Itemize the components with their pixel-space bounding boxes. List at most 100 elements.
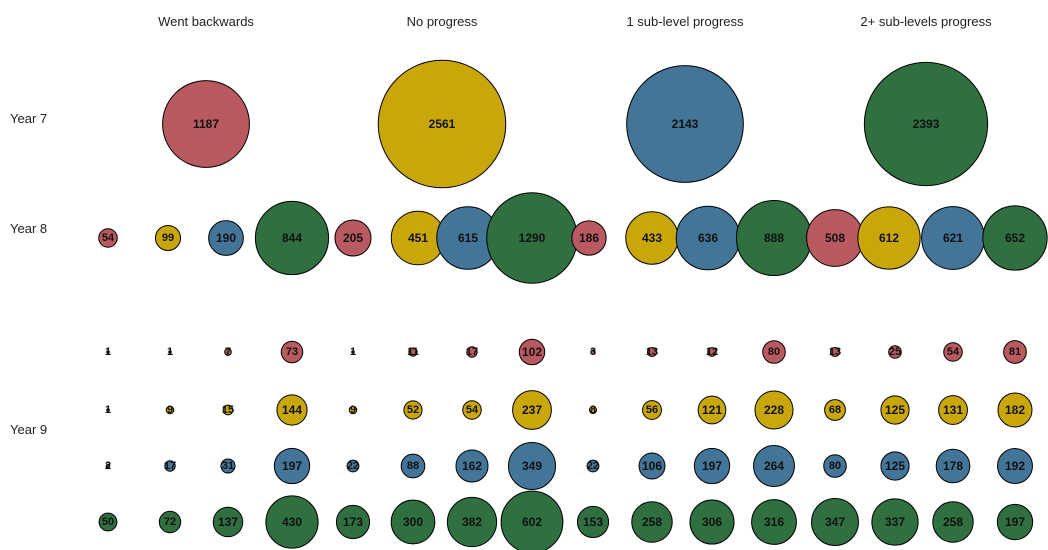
year9-1-sub-level-progress-col9-label: 22 bbox=[587, 460, 599, 472]
year9-1-sub-level-progress-col16-bubble bbox=[997, 448, 1033, 484]
year8-went-backwards-went-backwards-bubble bbox=[98, 228, 118, 248]
year8-no-progress-no-progress-label: 451 bbox=[408, 231, 428, 245]
row-label-year-7: Year 7 bbox=[10, 111, 47, 126]
year7-went-backwards-label: 1187 bbox=[193, 117, 219, 131]
year9-went-backwards-col1-label: 1 bbox=[105, 346, 111, 358]
year9-went-backwards-col15-label: 54 bbox=[947, 346, 960, 358]
year9-no-progress-col11-bubble bbox=[697, 395, 727, 425]
year9-went-backwards-col6-label: 11 bbox=[407, 346, 419, 358]
year9-went-backwards-col13-bubble bbox=[829, 346, 841, 358]
year8-went-backwards-2plus-sub-levels-progress-bubble bbox=[254, 200, 330, 276]
year9-no-progress-col7-bubble bbox=[462, 400, 482, 420]
year9-no-progress-col12-bubble bbox=[754, 390, 794, 430]
year9-2plus-sub-levels-progress-col6-label: 300 bbox=[403, 515, 423, 529]
year9-1-sub-level-progress-col6-label: 88 bbox=[407, 460, 419, 472]
year9-went-backwards-col8-bubble bbox=[518, 338, 546, 366]
column-title-no-progress: No progress bbox=[407, 14, 478, 29]
year9-1-sub-level-progress-col2-bubble bbox=[164, 460, 176, 472]
year9-no-progress-col5-label: 9 bbox=[350, 404, 356, 416]
year9-no-progress-col1-label: 1 bbox=[105, 404, 111, 416]
row-label-year-8: Year 8 bbox=[10, 221, 47, 236]
year9-no-progress-col3-bubble bbox=[222, 404, 234, 416]
year9-1-sub-level-progress-col2-label: 17 bbox=[164, 460, 176, 472]
year9-2plus-sub-levels-progress-col2-label: 72 bbox=[164, 516, 176, 528]
year9-1-sub-level-progress-col3-label: 31 bbox=[222, 460, 234, 472]
year9-no-progress-col15-label: 131 bbox=[943, 403, 963, 417]
year8-no-progress-went-backwards-label: 205 bbox=[343, 231, 363, 245]
year9-went-backwards-col11-label: 12 bbox=[706, 346, 718, 358]
year8-1-sub-level-progress-1-sub-level-progress-label: 636 bbox=[698, 231, 718, 245]
year9-1-sub-level-progress-col12-bubble bbox=[753, 445, 795, 487]
year9-went-backwards-col8-label: 102 bbox=[522, 345, 542, 359]
year9-went-backwards-col10-label: 13 bbox=[646, 346, 658, 358]
year8-went-backwards-no-progress-bubble bbox=[154, 224, 182, 252]
year9-no-progress-col13-bubble bbox=[824, 399, 846, 421]
year8-2plus-sub-levels-progress-2plus-sub-levels-progress-bubble bbox=[982, 205, 1048, 271]
year9-1-sub-level-progress-col10-bubble bbox=[638, 452, 666, 480]
year9-no-progress-col2-label: 9 bbox=[167, 404, 173, 416]
year9-went-backwards-col3-label: 7 bbox=[225, 346, 231, 358]
year9-no-progress-col4-label: 144 bbox=[282, 403, 302, 417]
year9-2plus-sub-levels-progress-col9-label: 153 bbox=[583, 515, 603, 529]
year9-went-backwards-col4-label: 73 bbox=[286, 346, 298, 358]
year8-went-backwards-1-sub-level-progress-bubble bbox=[208, 220, 244, 256]
year8-no-progress-went-backwards-bubble bbox=[334, 219, 372, 257]
year9-1-sub-level-progress-col14-label: 125 bbox=[885, 459, 905, 473]
year9-no-progress-col16-label: 182 bbox=[1005, 403, 1025, 417]
year9-2plus-sub-levels-progress-col1-label: 50 bbox=[102, 516, 114, 528]
year9-went-backwards-col15-bubble bbox=[943, 342, 963, 362]
column-titles: Went backwards No progress 1 sub-level p… bbox=[158, 14, 992, 29]
year9-2plus-sub-levels-progress-col14-bubble bbox=[871, 498, 919, 546]
year9-2plus-sub-levels-progress-col3-bubble bbox=[212, 506, 244, 538]
year9-1-sub-level-progress-col10-label: 106 bbox=[642, 459, 662, 473]
year9-no-progress-col9-bubble bbox=[588, 405, 598, 415]
year8-went-backwards-1-sub-level-progress-label: 190 bbox=[216, 231, 236, 245]
year8-went-backwards-2plus-sub-levels-progress-label: 844 bbox=[282, 231, 302, 245]
year9-1-sub-level-progress-col7-bubble bbox=[455, 449, 489, 483]
year9-no-progress-col9-label: 8 bbox=[590, 404, 596, 416]
year9-1-sub-level-progress-col4-bubble bbox=[273, 447, 311, 485]
year9-went-backwards-col16-label: 81 bbox=[1009, 346, 1021, 358]
year7-no-progress-label: 2561 bbox=[429, 117, 456, 131]
year8-no-progress-2plus-sub-levels-progress-label: 1290 bbox=[519, 231, 546, 245]
year9-no-progress-col8-label: 237 bbox=[522, 403, 542, 417]
year9-went-backwards-col14-bubble bbox=[888, 345, 902, 359]
year9-1-sub-level-progress-col9-bubble bbox=[586, 459, 600, 473]
year7-2plus-sub-levels-progress-label: 2393 bbox=[913, 117, 940, 131]
year9-2plus-sub-levels-progress-col10-bubble bbox=[631, 501, 673, 543]
year9-no-progress-col10-label: 56 bbox=[646, 404, 658, 416]
row-labels: Year 7 Year 8 Year 9 bbox=[10, 111, 47, 437]
year9-1-sub-level-progress-col5-label: 22 bbox=[347, 460, 359, 472]
year7-no-progress-bubble bbox=[377, 59, 507, 189]
column-title-2-sub-levels-progress: 2+ sub-levels progress bbox=[860, 14, 992, 29]
year9-went-backwards-col7-label: 17 bbox=[466, 346, 478, 358]
year9-went-backwards-col2-bubble bbox=[168, 350, 172, 354]
year7-went-backwards-bubble bbox=[162, 80, 250, 168]
year9-2plus-sub-levels-progress-col5-label: 173 bbox=[343, 515, 363, 529]
year9-no-progress-col11-label: 121 bbox=[702, 403, 722, 417]
year9-2plus-sub-levels-progress-col8-bubble bbox=[500, 490, 564, 550]
year7-1-sub-level-progress-bubble bbox=[626, 65, 744, 183]
year9-1-sub-level-progress-col15-bubble bbox=[935, 448, 971, 484]
year9-no-progress-col3-label: 15 bbox=[222, 404, 234, 416]
year9-no-progress-col1-bubble bbox=[106, 408, 110, 412]
year9-2plus-sub-levels-progress-col12-bubble bbox=[751, 499, 797, 545]
column-title-1-sub-level-progress: 1 sub-level progress bbox=[626, 14, 744, 29]
year9-went-backwards-col16-bubble bbox=[1003, 340, 1027, 364]
year9-no-progress-col10-bubble bbox=[642, 400, 662, 420]
year7-2plus-sub-levels-progress-bubble bbox=[863, 61, 989, 187]
row-label-year-9: Year 9 bbox=[10, 422, 47, 437]
year9-2plus-sub-levels-progress-col14-label: 337 bbox=[885, 515, 905, 529]
year9-no-progress-col4-bubble bbox=[276, 394, 308, 426]
year8-1-sub-level-progress-went-backwards-bubble bbox=[571, 220, 607, 256]
year9-1-sub-level-progress-col14-bubble bbox=[880, 451, 910, 481]
year9-2plus-sub-levels-progress-col13-bubble bbox=[811, 498, 859, 546]
year9-went-backwards-col5-label: 1 bbox=[350, 346, 356, 358]
year9-2plus-sub-levels-progress-col11-label: 306 bbox=[702, 515, 722, 529]
year9-went-backwards-col7-bubble bbox=[466, 346, 478, 358]
year8-2plus-sub-levels-progress-no-progress-label: 612 bbox=[879, 231, 899, 245]
year9-2plus-sub-levels-progress-col4-bubble bbox=[265, 495, 319, 549]
year9-no-progress-col16-bubble bbox=[997, 392, 1033, 428]
year9-2plus-sub-levels-progress-col10-label: 258 bbox=[642, 515, 662, 529]
year9-went-backwards-col3-bubble bbox=[224, 348, 232, 356]
